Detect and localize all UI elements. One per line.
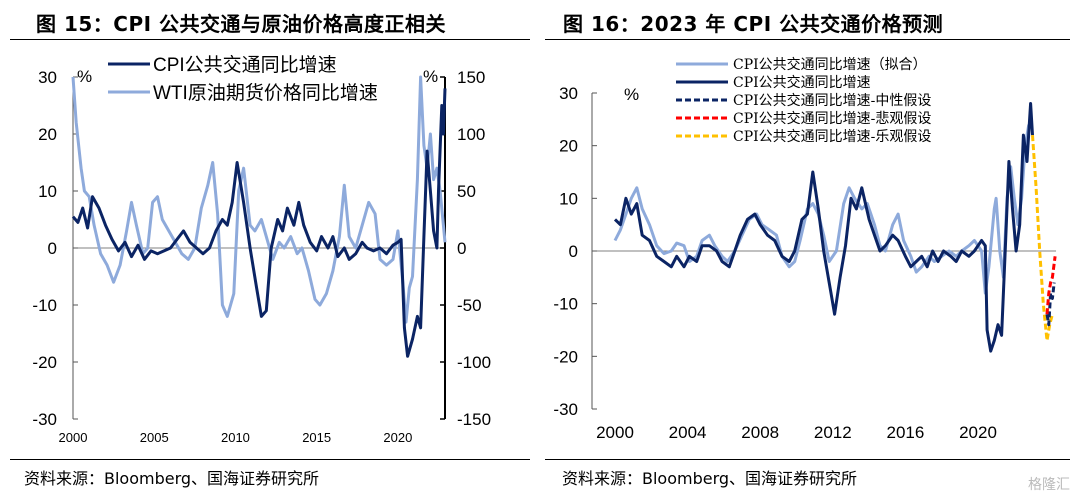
- left-legend: CPI公共交通同比增速 WTI原油期货价格同比增速: [108, 54, 378, 104]
- left-y2-unit-label: %: [423, 67, 438, 86]
- right-series-optimistic-forecast-line: [1031, 134, 1054, 342]
- legend-label-pessimistic: CPI公共交通同比增速-悲观假设: [733, 110, 931, 127]
- left-y-unit-label: %: [77, 67, 92, 86]
- left-y-tick-label: 10: [38, 182, 57, 201]
- left-source-note: 资料来源：Bloomberg、国海证券研究所: [24, 469, 320, 488]
- right-title-rule: [545, 39, 1070, 40]
- right-y-tick-label: -30: [553, 400, 578, 419]
- left-y-tick-label: 20: [38, 125, 57, 144]
- left-x-tick-label: 2005: [140, 430, 169, 445]
- right-x-tick-label: 2000: [596, 423, 634, 442]
- right-legend: CPI公共交通同比增速（拟合） CPI公共交通同比增速 CPI公共交通同比增速-…: [676, 56, 931, 145]
- right-x-tick-label: 2020: [959, 423, 997, 442]
- right-chart: 30 20 10 0 -10 -20 -30 2000 2004 2008 2012 2016 2020…: [553, 56, 1057, 442]
- right-y-tick-label: 30: [559, 84, 578, 103]
- left-chart-title: 图 15：CPI 公共交通与原油价格高度正相关: [36, 12, 447, 36]
- left-series-group: [71, 75, 447, 358]
- legend-label-neutral: CPI公共交通同比增速-中性假设: [733, 92, 931, 109]
- right-y-tick-label: 0: [569, 242, 578, 261]
- right-x-tick-label: 2004: [669, 423, 707, 442]
- right-series-pessimistic-forecast-line: [1045, 256, 1057, 315]
- watermark-logo: 格隆汇: [1028, 477, 1070, 493]
- left-chart: 3020100-10-20-30150100500-50-100-1502000…: [32, 54, 491, 445]
- legend-label-actual: CPI公共交通同比增速: [733, 74, 871, 91]
- right-x-tick-label: 2012: [814, 423, 852, 442]
- left-series-cpi-line: [71, 88, 447, 358]
- right-y-tick-label: -20: [553, 347, 578, 366]
- left-y2-tick-label: -150: [457, 410, 491, 429]
- left-y-tick-label: -30: [32, 410, 57, 429]
- left-y2-tick-label: -100: [457, 353, 491, 372]
- left-y-tick-label: 0: [48, 239, 57, 258]
- left-title-rule: [10, 39, 530, 40]
- right-y-tick-label: 10: [559, 189, 578, 208]
- left-y2-tick-label: 50: [457, 182, 476, 201]
- right-chart-title: 图 16：2023 年 CPI 公共交通价格预测: [563, 12, 944, 36]
- right-series-fitted-line: [613, 124, 1031, 295]
- left-source-rule: [10, 459, 530, 460]
- left-y2-tick-label: 100: [457, 125, 485, 144]
- right-axes: 30 20 10 0 -10 -20 -30 2000 2004 2008 2012 2016 2020…: [553, 84, 1057, 442]
- left-x-tick-label: 2020: [383, 430, 412, 445]
- right-source-note: 资料来源：Bloomberg、国海证券研究所: [562, 469, 858, 488]
- right-source-rule: [545, 459, 1070, 460]
- left-y2-tick-label: 0: [457, 239, 466, 258]
- left-x-tick-label: 2000: [59, 430, 88, 445]
- legend-label-cpi: CPI公共交通同比增速: [153, 54, 337, 76]
- right-y-tick-label: -10: [553, 295, 578, 314]
- right-series-actual-line: [613, 102, 1034, 353]
- legend-label-wti: WTI原油期货价格同比增速: [153, 82, 378, 104]
- right-y-tick-label: 20: [559, 137, 578, 156]
- left-y2-tick-label: -50: [457, 296, 482, 315]
- left-x-tick-label: 2010: [221, 430, 250, 445]
- right-y-unit-label: %: [624, 85, 639, 104]
- left-series-wti-line: [71, 75, 447, 324]
- left-x-tick-label: 2015: [302, 430, 331, 445]
- left-y-tick-label: -10: [32, 296, 57, 315]
- left-axes: 3020100-10-20-30150100500-50-100-1502000…: [32, 67, 491, 445]
- right-series-group: [613, 102, 1057, 353]
- left-y-tick-label: 30: [38, 68, 57, 87]
- right-x-tick-label: 2016: [886, 423, 924, 442]
- right-series-neutral-forecast-line: [1045, 282, 1056, 327]
- left-y2-tick-label: 150: [457, 68, 485, 87]
- legend-label-fitted: CPI公共交通同比增速（拟合）: [733, 56, 927, 73]
- left-y-tick-label: -20: [32, 353, 57, 372]
- right-x-tick-label: 2008: [741, 423, 779, 442]
- legend-label-optimistic: CPI公共交通同比增速-乐观假设: [733, 128, 931, 145]
